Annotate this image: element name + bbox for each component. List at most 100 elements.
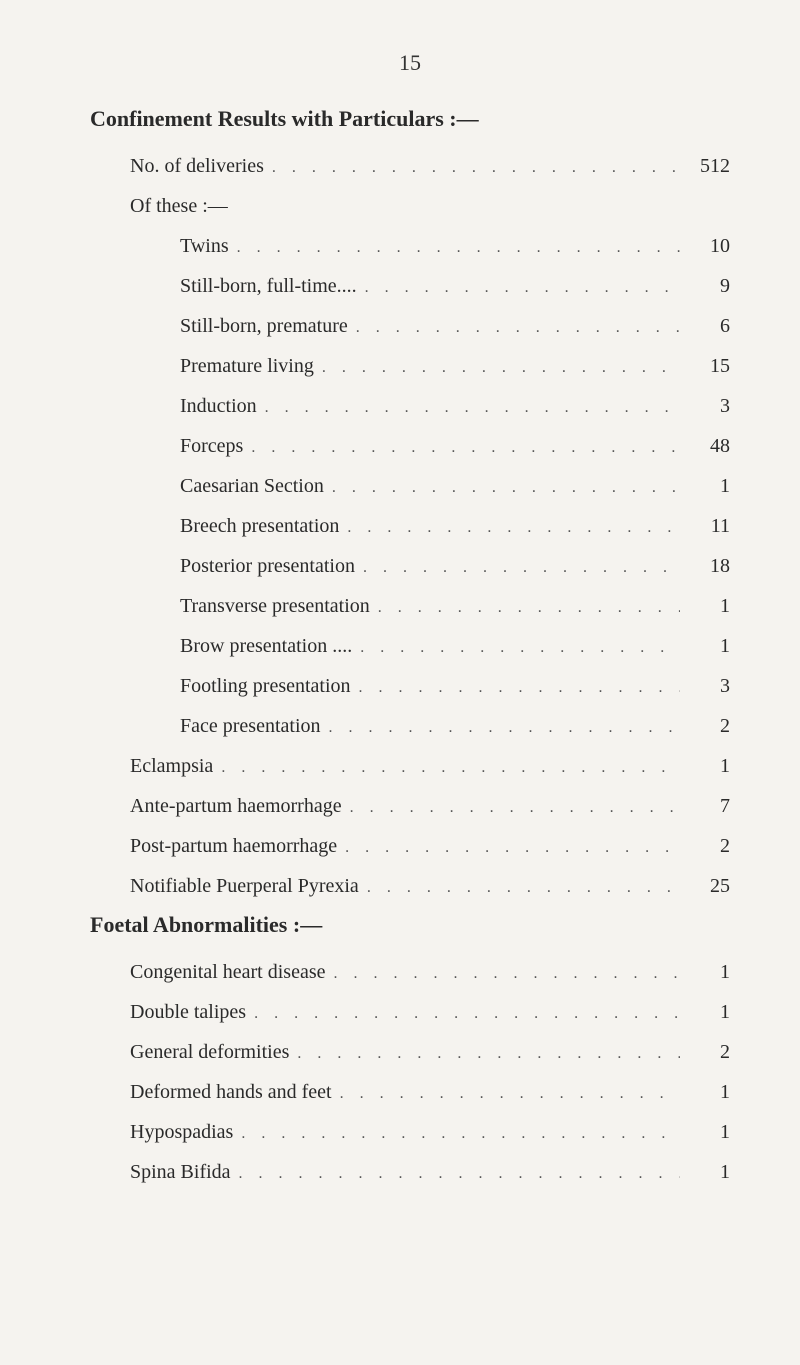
data-row: Spina Bifida............................… <box>90 1156 730 1188</box>
row-label: Premature living <box>180 350 314 382</box>
data-row: Footling presentation...................… <box>90 670 730 702</box>
data-row: Transverse presentation.................… <box>90 590 730 622</box>
row-label: Eclampsia <box>130 750 213 782</box>
row-label: Spina Bifida <box>130 1156 231 1188</box>
row-value: 9 <box>680 270 730 302</box>
row-label: No. of deliveries <box>130 150 264 182</box>
row-value: 1 <box>680 750 730 782</box>
row-label: Double talipes <box>130 996 246 1028</box>
row-value: 48 <box>680 430 730 462</box>
data-row: Induction...............................… <box>90 390 730 422</box>
row-label: Twins <box>180 230 229 262</box>
leader-dots: .................................... <box>289 1041 680 1067</box>
leader-dots: .................................... <box>339 515 680 541</box>
leader-dots: .................................... <box>337 835 680 861</box>
leader-dots: .................................... <box>342 795 680 821</box>
data-row: Hypospadias.............................… <box>90 1116 730 1148</box>
data-row: Premature living........................… <box>90 350 730 382</box>
leader-dots: .................................... <box>348 315 680 341</box>
leader-dots: .................................... <box>326 961 681 987</box>
subheading-row: Of these :— <box>90 190 730 222</box>
data-row: No. of deliveries.......................… <box>90 150 730 182</box>
leader-dots: .................................... <box>324 475 680 501</box>
data-row: Notifiable Puerperal Pyrexia............… <box>90 870 730 902</box>
data-row: Forceps.................................… <box>90 430 730 462</box>
row-label: Still-born, premature <box>180 310 348 342</box>
row-value: 1 <box>680 590 730 622</box>
row-value: 18 <box>680 550 730 582</box>
row-value: 3 <box>680 390 730 422</box>
row-value: 15 <box>680 350 730 382</box>
leader-dots: .................................... <box>370 595 680 621</box>
leader-dots: .................................... <box>359 875 680 901</box>
data-row: Post-partum haemorrhage.................… <box>90 830 730 862</box>
row-label: Notifiable Puerperal Pyrexia <box>130 870 359 902</box>
data-row: Deformed hands and feet.................… <box>90 1076 730 1108</box>
row-value: 2 <box>680 1036 730 1068</box>
leader-dots: .................................... <box>321 715 681 741</box>
data-row: Still-born, full-time...................… <box>90 270 730 302</box>
data-row: Posterior presentation..................… <box>90 550 730 582</box>
row-label: Caesarian Section <box>180 470 324 502</box>
data-row: Twins...................................… <box>90 230 730 262</box>
row-label: Breech presentation <box>180 510 339 542</box>
row-value: 10 <box>680 230 730 262</box>
row-label: Post-partum haemorrhage <box>130 830 337 862</box>
leader-dots: .................................... <box>246 1001 680 1027</box>
data-row: General deformities.....................… <box>90 1036 730 1068</box>
section-title: Confinement Results with Particulars :— <box>90 106 730 132</box>
row-label: Forceps <box>180 430 243 462</box>
content-area: Confinement Results with Particulars :— N… <box>90 106 730 1188</box>
leader-dots: .................................... <box>264 155 680 181</box>
row-value: 6 <box>680 310 730 342</box>
row-value: 1 <box>680 1076 730 1108</box>
leader-dots: .................................... <box>351 675 680 701</box>
row-label: Brow presentation .... <box>180 630 352 662</box>
row-label: Face presentation <box>180 710 321 742</box>
row-label: Still-born, full-time.... <box>180 270 357 302</box>
section-title: Foetal Abnormalities :— <box>90 912 730 938</box>
data-row: Face presentation.......................… <box>90 710 730 742</box>
row-label: Deformed hands and feet <box>130 1076 332 1108</box>
row-value: 2 <box>680 710 730 742</box>
row-value: 1 <box>680 1116 730 1148</box>
leader-dots: .................................... <box>357 275 680 301</box>
data-row: Caesarian Section.......................… <box>90 470 730 502</box>
row-value: 1 <box>680 1156 730 1188</box>
data-row: Ante-partum haemorrhage.................… <box>90 790 730 822</box>
row-label: Hypospadias <box>130 1116 233 1148</box>
data-row: Brow presentation ......................… <box>90 630 730 662</box>
document-page: 15 Confinement Results with Particulars … <box>0 0 800 1246</box>
row-value: 512 <box>680 150 730 182</box>
leader-dots: .................................... <box>332 1081 680 1107</box>
data-row: Breech presentation.....................… <box>90 510 730 542</box>
leader-dots: .................................... <box>352 635 680 661</box>
row-label: Induction <box>180 390 257 422</box>
data-row: Congenital heart disease................… <box>90 956 730 988</box>
leader-dots: .................................... <box>213 755 680 781</box>
row-value: 25 <box>680 870 730 902</box>
data-row: Double talipes..........................… <box>90 996 730 1028</box>
row-value: 1 <box>680 470 730 502</box>
row-value: 3 <box>680 670 730 702</box>
leader-dots: .................................... <box>229 235 680 261</box>
row-value: 11 <box>680 510 730 542</box>
data-row: Eclampsia...............................… <box>90 750 730 782</box>
row-label: Posterior presentation <box>180 550 355 582</box>
leader-dots: .................................... <box>231 1161 680 1187</box>
leader-dots: .................................... <box>355 555 680 581</box>
row-value: 1 <box>680 630 730 662</box>
page-number: 15 <box>90 50 730 76</box>
row-value: 7 <box>680 790 730 822</box>
row-label: Congenital heart disease <box>130 956 326 988</box>
row-value: 1 <box>680 996 730 1028</box>
row-value: 1 <box>680 956 730 988</box>
row-label: Footling presentation <box>180 670 351 702</box>
leader-dots: .................................... <box>243 435 680 461</box>
leader-dots: .................................... <box>314 355 680 381</box>
row-label: General deformities <box>130 1036 289 1068</box>
data-row: Still-born, premature...................… <box>90 310 730 342</box>
row-label: Transverse presentation <box>180 590 370 622</box>
row-value: 2 <box>680 830 730 862</box>
row-label: Ante-partum haemorrhage <box>130 790 342 822</box>
